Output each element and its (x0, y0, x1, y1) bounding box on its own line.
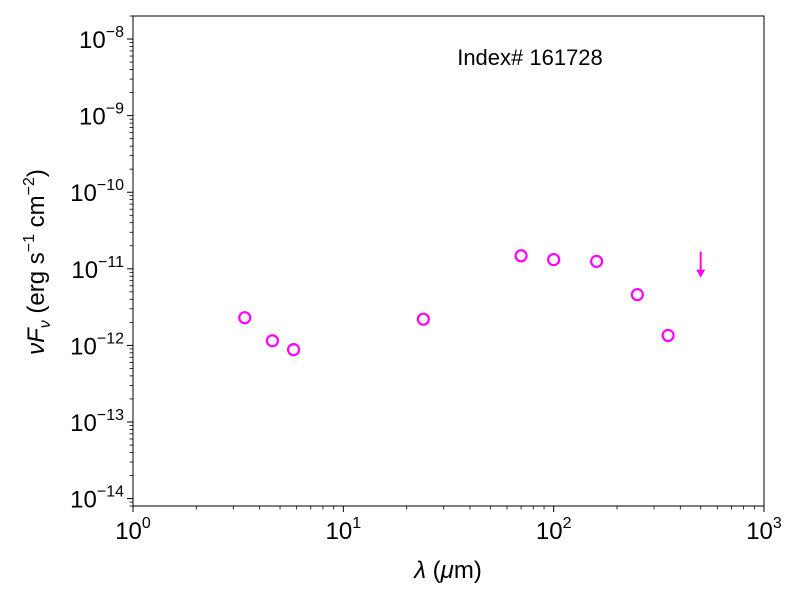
y-tick-label: 10−9 (79, 101, 124, 131)
y-tick-label: 10−8 (79, 24, 124, 54)
chart-annotation: Index# 161728 (457, 45, 603, 70)
y-axis-label: νFν (erg s−1 cm−2) (21, 169, 54, 355)
data-point (286, 343, 301, 357)
data-point (238, 311, 252, 325)
x-axis-label: λ (μm) (412, 557, 482, 584)
y-tick-label: 10−14 (70, 484, 124, 514)
y-tick-label: 10−10 (70, 177, 124, 207)
y-tick-label: 10−13 (70, 407, 124, 437)
plot-area-frame (132, 15, 765, 507)
x-tick-label: 100 (115, 515, 151, 545)
data-point (630, 288, 644, 302)
data-point (589, 254, 604, 268)
x-tick-label: 103 (746, 515, 782, 545)
ticks-layer: 100 101 102 103 10−14 10−13 10−12 10−11 10−10 10−… (70, 15, 782, 545)
data-point (661, 328, 675, 343)
x-tick-label: 102 (536, 515, 572, 545)
upper-limit-arrow (696, 251, 706, 278)
data-point (514, 249, 528, 263)
x-tick-label: 101 (326, 515, 362, 545)
data-point (547, 252, 561, 267)
y-tick-label: 10−12 (70, 330, 124, 360)
data-point (265, 334, 280, 348)
y-tick-label: 10−11 (71, 254, 124, 284)
data-point (416, 312, 430, 326)
points-layer (238, 249, 706, 357)
